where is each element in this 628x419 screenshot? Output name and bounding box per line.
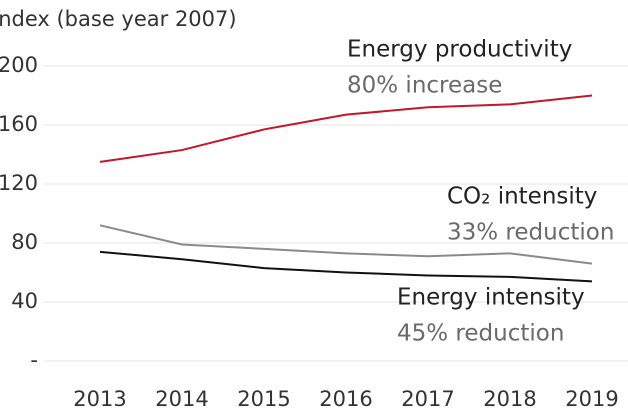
series-label: Energy productivity: [347, 37, 572, 63]
series-line: [99, 224, 593, 265]
y-axis-title: Index (base year 2007): [0, 7, 237, 31]
x-tick-label: 2013: [73, 387, 126, 411]
y-tick-label: 200: [0, 53, 38, 77]
series-line: [99, 94, 593, 163]
x-tick-label: 2014: [155, 387, 208, 411]
y-tick-label: -: [30, 348, 38, 372]
y-tick-label: 40: [11, 289, 38, 313]
x-tick-label: 2015: [237, 387, 290, 411]
annotation: 33% reduction: [447, 220, 614, 246]
x-tick-label: 2018: [483, 387, 536, 411]
x-tick-label: 2019: [565, 387, 618, 411]
annotation: 45% reduction: [397, 321, 564, 347]
series-line: [99, 250, 593, 283]
y-tick-label: 120: [0, 171, 38, 195]
y-tick-label: 160: [0, 112, 38, 136]
x-tick-label: 2017: [401, 387, 454, 411]
annotation: 80% increase: [347, 73, 502, 99]
series-label: CO₂ intensity: [447, 184, 597, 210]
y-tick-label: 80: [11, 230, 38, 254]
series-label: Energy intensity: [397, 285, 585, 311]
x-tick-label: 2016: [319, 387, 372, 411]
